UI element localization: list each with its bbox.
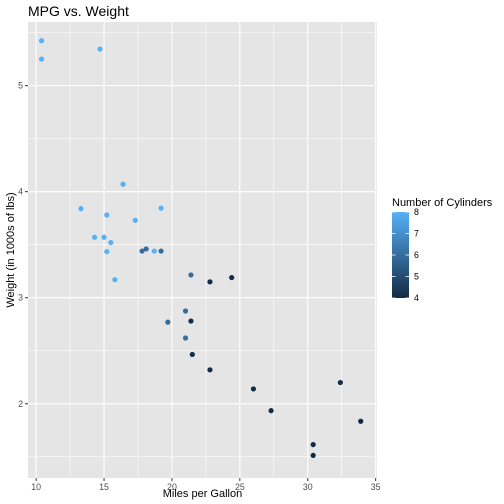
data-point <box>104 248 110 255</box>
data-point <box>97 46 103 52</box>
data-point <box>189 351 195 358</box>
data-point <box>358 418 364 424</box>
y-tick-label: 2 <box>18 399 23 409</box>
data-point <box>310 441 316 448</box>
data-point <box>182 308 189 314</box>
data-point <box>108 239 114 246</box>
data-point <box>158 248 164 254</box>
plot-panel <box>28 22 377 478</box>
chart-title: MPG vs. Weight <box>28 3 129 19</box>
y-axis-ticks: 2 3 4 5 <box>18 81 28 409</box>
data-point <box>182 335 189 341</box>
data-points <box>38 38 364 459</box>
data-point <box>151 248 157 254</box>
cylinders-legend: Number of Cylinders 4 5 6 7 8 <box>392 197 493 303</box>
x-tick-label: 25 <box>235 482 245 492</box>
data-point <box>268 408 274 414</box>
data-point <box>229 274 235 281</box>
y-tick-label: 4 <box>18 187 23 197</box>
legend-tick-label: 4 <box>414 293 419 303</box>
data-point <box>158 205 164 211</box>
legend-tick-label: 5 <box>414 272 419 282</box>
data-point <box>132 217 138 223</box>
data-point <box>207 279 213 285</box>
x-tick-label: 15 <box>99 482 109 492</box>
data-point <box>38 38 45 44</box>
major-gridlines <box>28 22 377 478</box>
data-point <box>337 379 343 386</box>
legend-tick-label: 8 <box>414 207 419 217</box>
x-tick-label: 35 <box>371 482 381 492</box>
y-axis-title: Weight (in 1000s of lbs) <box>5 192 17 307</box>
y-tick-label: 5 <box>18 81 23 91</box>
data-point <box>101 234 107 240</box>
legend-ticks: 4 5 6 7 8 <box>392 207 419 303</box>
data-point <box>91 234 98 240</box>
data-point <box>165 319 171 325</box>
legend-colorbar <box>392 212 409 298</box>
data-point <box>78 206 84 212</box>
legend-tick-label: 7 <box>414 229 419 239</box>
x-tick-label: 10 <box>31 482 41 492</box>
x-axis-title: Miles per Gallon <box>163 488 242 500</box>
legend-tick-label: 6 <box>414 250 419 260</box>
data-point <box>139 248 145 254</box>
data-point <box>207 367 213 373</box>
y-tick-label: 3 <box>18 293 23 303</box>
data-point <box>112 277 118 283</box>
data-point <box>310 452 316 459</box>
x-tick-label: 20 <box>167 482 177 492</box>
data-point <box>143 246 149 252</box>
data-point <box>120 181 126 187</box>
x-axis-ticks: 10 15 20 25 30 35 <box>31 478 381 492</box>
data-point <box>188 318 194 324</box>
minor-gridlines <box>28 22 377 478</box>
data-point <box>188 272 194 278</box>
data-point <box>250 386 257 392</box>
data-point <box>38 56 45 62</box>
legend-title: Number of Cylinders <box>392 197 493 209</box>
x-tick-label: 30 <box>303 482 313 492</box>
data-point <box>104 212 110 218</box>
